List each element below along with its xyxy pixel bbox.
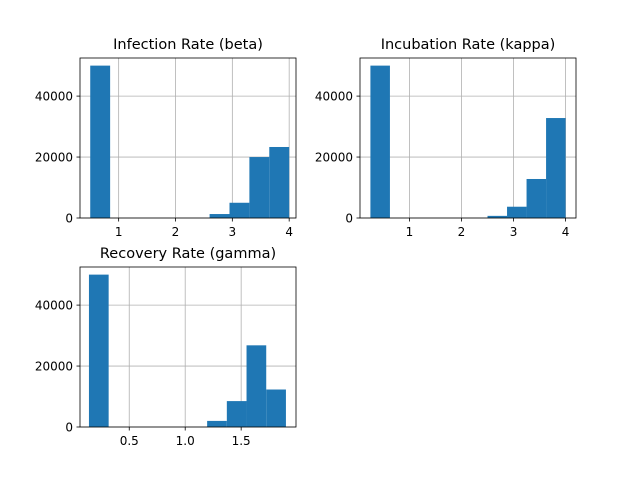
histogram-bar	[370, 65, 390, 218]
x-tick-label: 1.0	[176, 434, 195, 448]
histogram-bar	[487, 215, 508, 218]
incubation-rate-histogram: Incubation Rate (kappa) 1 2 3 4 0 20000 40000	[315, 37, 577, 239]
x-tick-label: 1	[406, 225, 414, 239]
axes-frame	[359, 57, 577, 219]
histogram-bar	[90, 65, 111, 218]
histogram-bar	[209, 214, 230, 218]
histogram-bar	[229, 202, 250, 218]
histogram-bar	[526, 178, 547, 218]
y-tick-label: 0	[345, 212, 353, 226]
y-tick-label: 20000	[35, 360, 73, 374]
histogram-bar	[226, 401, 247, 427]
x-tick-label: 0.5	[120, 434, 139, 448]
chart-title: Incubation Rate (kappa)	[381, 37, 556, 53]
histogram-bar	[266, 389, 286, 427]
x-tick-label: 4	[285, 225, 293, 239]
x-tick-label: 2	[458, 225, 466, 239]
x-tick-label: 1	[115, 225, 123, 239]
infection-rate-histogram: Infection Rate (beta) 1 2 3 4 0 20000 40000	[35, 37, 297, 239]
y-tick-label: 40000	[35, 90, 73, 104]
chart-title: Infection Rate (beta)	[113, 37, 263, 53]
histogram-bar	[546, 118, 566, 218]
y-tick-label: 0	[65, 212, 73, 226]
y-tick-label: 20000	[315, 151, 353, 165]
histogram-bar	[507, 206, 527, 218]
histogram-bar	[249, 157, 270, 218]
x-tick-label: 3	[510, 225, 518, 239]
histogram-bar	[269, 146, 290, 218]
chart-title: Recovery Rate (gamma)	[100, 246, 276, 262]
histogram-bar	[88, 274, 109, 427]
y-tick-label: 0	[65, 421, 73, 435]
y-tick-label: 40000	[35, 299, 73, 313]
x-tick-label: 3	[229, 225, 237, 239]
x-tick-label: 4	[562, 225, 570, 239]
axes-frame	[79, 57, 297, 219]
y-tick-label: 20000	[35, 151, 73, 165]
x-tick-label: 1.5	[232, 434, 251, 448]
histogram-bar	[246, 345, 267, 427]
x-tick-label: 2	[172, 225, 180, 239]
histogram-bar	[207, 420, 227, 427]
axes-frame	[79, 266, 297, 428]
recovery-rate-histogram: Recovery Rate (gamma) 0.5 1.0 1.5 0 20000 400…	[35, 246, 297, 448]
y-tick-label: 40000	[315, 90, 353, 104]
